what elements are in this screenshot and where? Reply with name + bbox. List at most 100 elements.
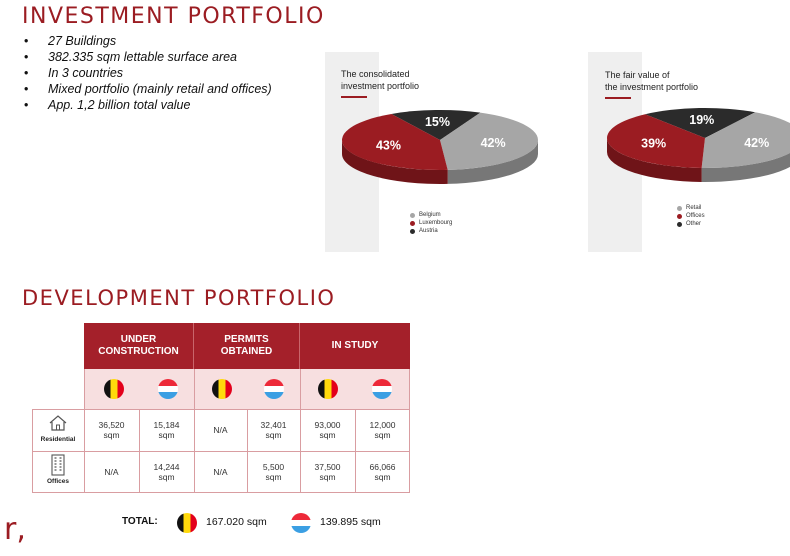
table-cell: 66,066 sqm: [355, 451, 410, 492]
total-luxembourg-value: 139.895 sqm: [320, 516, 381, 528]
header-line: CONSTRUCTION: [98, 346, 179, 357]
cell-unit: sqm: [374, 471, 391, 482]
header-line: PERMITS: [224, 334, 269, 345]
table-cell: 15,184 sqm: [139, 409, 194, 451]
luxembourg-flag-icon: [291, 513, 311, 533]
row-head-offices: Offices: [34, 454, 82, 485]
cell-value: 32,401: [260, 420, 287, 430]
chart-title-line: The consolidated: [341, 69, 410, 79]
legend-swatch-icon: [677, 221, 682, 227]
header-in-study: IN STUDY: [300, 323, 410, 369]
legend-item: Retail: [677, 204, 705, 212]
legend-item: Austria: [410, 227, 452, 235]
development-table: UNDER CONSTRUCTION PERMITS OBTAINED IN STU…: [32, 323, 410, 493]
cell-unit: sqm: [158, 430, 175, 440]
table-cell: 14,244 sqm: [139, 451, 194, 492]
table-divider: [32, 492, 410, 493]
legend-label: Austria: [419, 228, 438, 234]
legend-consolidated: Belgium Luxembourg Austria: [410, 211, 452, 235]
chart-title-line: investment portfolio: [341, 81, 420, 91]
cell-unit: sqm: [319, 430, 336, 440]
table-cell: 5,500 sqm: [247, 451, 300, 492]
header-under-construction: UNDER CONSTRUCTION: [84, 323, 194, 369]
house-icon: [49, 415, 67, 431]
belgium-flag-icon: [318, 379, 338, 399]
bullet-item: App. 1,2 billion total value: [22, 97, 272, 113]
header-line: OBTAINED: [220, 346, 273, 357]
office-building-icon: [51, 454, 65, 476]
belgium-flag-icon: [177, 513, 197, 533]
pie-value-label: 15%: [425, 115, 450, 129]
table-divider: [32, 451, 410, 452]
table-cell: 37,500 sqm: [300, 451, 355, 492]
legend-swatch-icon: [677, 205, 682, 211]
table-cell: 93,000 sqm: [300, 409, 355, 451]
cell-value: 37,500: [314, 461, 341, 472]
luxembourg-flag-icon: [372, 379, 392, 399]
pie-slice-belgium: [440, 112, 538, 170]
legend-swatch-icon: [410, 212, 415, 218]
chart-title-line: the investment portfolio: [605, 82, 699, 92]
row-label: Residential: [40, 436, 76, 443]
table-divider: [194, 369, 195, 493]
cell-unit: sqm: [265, 471, 282, 482]
cell-value: 14,244: [153, 461, 180, 472]
table-divider: [84, 369, 85, 493]
cell-value: 15,184: [153, 420, 180, 430]
legend-label: Offices: [686, 213, 705, 219]
cell-unit: sqm: [374, 430, 391, 440]
table-cell: N/A: [194, 409, 247, 451]
legend-label: Luxembourg: [419, 220, 453, 226]
pie-slice-side-offices: [607, 138, 702, 182]
cell-unit: sqm: [158, 471, 175, 482]
luxembourg-flag-icon: [158, 379, 178, 399]
table-cell: N/A: [84, 451, 139, 492]
legend-item: Offices: [677, 212, 705, 220]
chart-title-line: The fair value of: [605, 70, 670, 80]
cell-value: 93,000: [314, 420, 341, 430]
row-label: Offices: [46, 478, 70, 485]
cell-value: 66,066: [369, 461, 396, 472]
belgium-flag-icon: [212, 379, 232, 399]
header-line: IN STUDY: [331, 340, 379, 351]
bullet-item: 27 Buildings: [22, 33, 272, 49]
legend-item: Luxembourg: [410, 219, 452, 227]
legend-item: Other: [677, 220, 705, 228]
pie-value-label: 42%: [744, 136, 769, 150]
pie-chart-consolidated: 15% 42% 43%: [341, 110, 538, 184]
legend-swatch-icon: [410, 220, 415, 226]
table-divider: [247, 409, 248, 493]
pie-slice-offices: [606, 114, 705, 168]
cell-value: N/A: [213, 425, 228, 435]
table-divider: [300, 369, 301, 493]
bullet-item: 382.335 sqm lettable surface area: [22, 49, 272, 65]
legend-label: Retail: [686, 205, 702, 211]
table-cell: 36,520 sqm: [84, 409, 139, 451]
table-cell: 32,401 sqm: [247, 409, 300, 451]
table-cell: N/A: [194, 451, 247, 492]
pie-value-label: 39%: [641, 137, 666, 151]
table-divider: [409, 369, 410, 493]
table-divider: [32, 409, 33, 493]
chart-title-fair-value: The fair value of the investment portfol…: [605, 69, 698, 93]
cell-value: 5,500: [262, 461, 285, 472]
cell-unit: sqm: [319, 471, 336, 482]
pie-value-label: 19%: [689, 113, 714, 127]
legend-item: Belgium: [410, 211, 452, 219]
bullet-item: In 3 countries: [22, 65, 272, 81]
total-belgium-value: 167.020 sqm: [206, 516, 267, 528]
luxembourg-flag-icon: [264, 379, 284, 399]
legend-label: Other: [686, 221, 702, 227]
table-divider: [139, 409, 140, 493]
development-portfolio-title: DEVELOPMENT PORTFOLIO: [22, 286, 336, 310]
pie-chart-fair-value: 19% 42% 39%: [606, 108, 790, 182]
pie-value-label: 42%: [481, 136, 506, 150]
investment-portfolio-title: INVESTMENT PORTFOLIO: [22, 4, 325, 29]
investment-bullets: 27 Buildings 382.335 sqm lettable surfac…: [22, 33, 272, 113]
cell-unit: sqm: [103, 430, 120, 440]
pie-slice-side-retail: [701, 152, 790, 182]
cell-value: N/A: [104, 466, 119, 477]
title-accent-bar: [605, 97, 631, 99]
belgium-flag-icon: [104, 379, 124, 399]
table-divider: [355, 409, 356, 493]
